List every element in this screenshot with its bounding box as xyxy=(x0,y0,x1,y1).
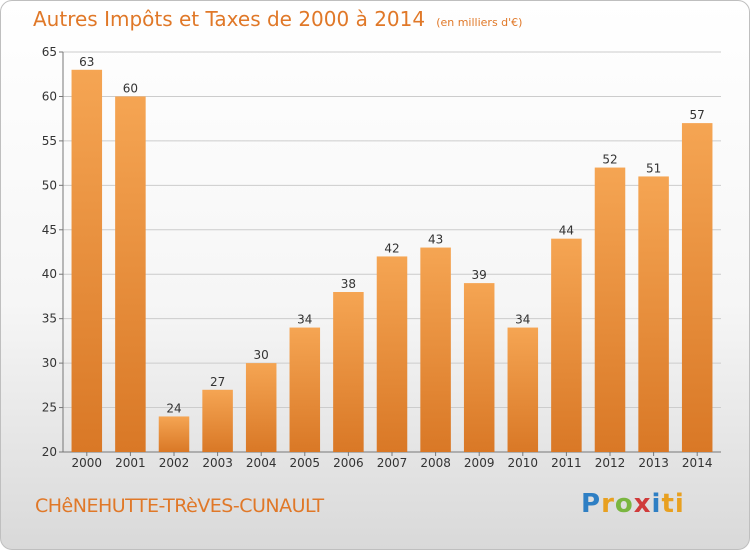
x-tick-label-2008: 2008 xyxy=(420,456,451,470)
bar-2011 xyxy=(551,238,582,452)
data-label-2000: 63 xyxy=(79,55,94,69)
data-label-2013: 51 xyxy=(646,161,661,175)
data-label-2008: 43 xyxy=(428,233,443,247)
y-tick-label: 60 xyxy=(42,89,57,103)
data-label-2007: 42 xyxy=(384,241,399,255)
y-tick-label: 40 xyxy=(42,267,57,281)
y-tick-label: 50 xyxy=(42,178,57,192)
x-tick-label-2003: 2003 xyxy=(202,456,233,470)
data-label-2012: 52 xyxy=(602,153,617,167)
y-tick-label: 45 xyxy=(42,223,57,237)
x-tick-label-2006: 2006 xyxy=(333,456,364,470)
bar-2012 xyxy=(594,167,626,453)
x-tick-label-2000: 2000 xyxy=(72,456,103,470)
bar-2003 xyxy=(202,389,233,452)
bar-2005 xyxy=(289,327,321,452)
x-tick-label-2012: 2012 xyxy=(595,456,626,470)
x-tick-label-2007: 2007 xyxy=(377,456,408,470)
x-tick-label-2014: 2014 xyxy=(682,456,713,470)
bar-2004 xyxy=(245,363,277,452)
y-tick-label: 30 xyxy=(42,356,57,370)
data-label-2006: 38 xyxy=(341,277,356,291)
y-tick-label: 35 xyxy=(42,312,57,326)
x-tick-label-2005: 2005 xyxy=(290,456,321,470)
bar-2007 xyxy=(376,256,408,452)
x-tick-label-2004: 2004 xyxy=(246,456,277,470)
bar-2014 xyxy=(681,123,713,452)
bars xyxy=(71,69,713,453)
data-label-2011: 44 xyxy=(559,224,574,238)
data-label-2001: 60 xyxy=(123,81,138,95)
y-tick-label: 55 xyxy=(42,134,57,148)
data-label-2004: 30 xyxy=(254,348,269,362)
bar-2009 xyxy=(463,283,495,452)
data-label-2005: 34 xyxy=(297,313,312,327)
data-label-2009: 39 xyxy=(472,268,487,282)
bar-2013 xyxy=(638,176,669,452)
bar-2010 xyxy=(507,327,539,452)
x-tick-label-2002: 2002 xyxy=(159,456,190,470)
bar-2002 xyxy=(158,416,190,452)
labels: 20 25 30 35 40 45 50 55 60 65 63 2000 60 2001 24 2002 27… xyxy=(42,45,713,470)
x-tick-label-2009: 2009 xyxy=(464,456,495,470)
x-tick-label-2011: 2011 xyxy=(551,456,582,470)
x-tick-label-2010: 2010 xyxy=(508,456,539,470)
data-label-2002: 24 xyxy=(166,401,181,415)
bar-2001 xyxy=(115,96,146,452)
x-tick-label-2013: 2013 xyxy=(638,456,669,470)
bar-2006 xyxy=(333,292,364,452)
location-name: CHêNEHUTTE-TRèVES-CUNAULT xyxy=(35,495,324,517)
y-tick-label: 65 xyxy=(42,45,57,59)
data-label-2003: 27 xyxy=(210,375,225,389)
chart-title: Autres Impôts et Taxes de 2000 à 2014 xyxy=(33,7,426,31)
data-label-2010: 34 xyxy=(515,313,530,327)
chart-header: Autres Impôts et Taxes de 2000 à 2014 (e… xyxy=(33,7,522,31)
y-tick-label: 25 xyxy=(42,401,57,415)
x-tick-label-2001: 2001 xyxy=(115,456,146,470)
bar-2008 xyxy=(420,247,451,452)
y-tick-label: 20 xyxy=(42,445,57,459)
chart-subtitle: (en milliers d'€) xyxy=(436,16,523,29)
data-label-2014: 57 xyxy=(690,108,705,122)
bar-2000 xyxy=(71,69,103,453)
proxiti-logo[interactable]: Proxiti xyxy=(581,489,685,519)
